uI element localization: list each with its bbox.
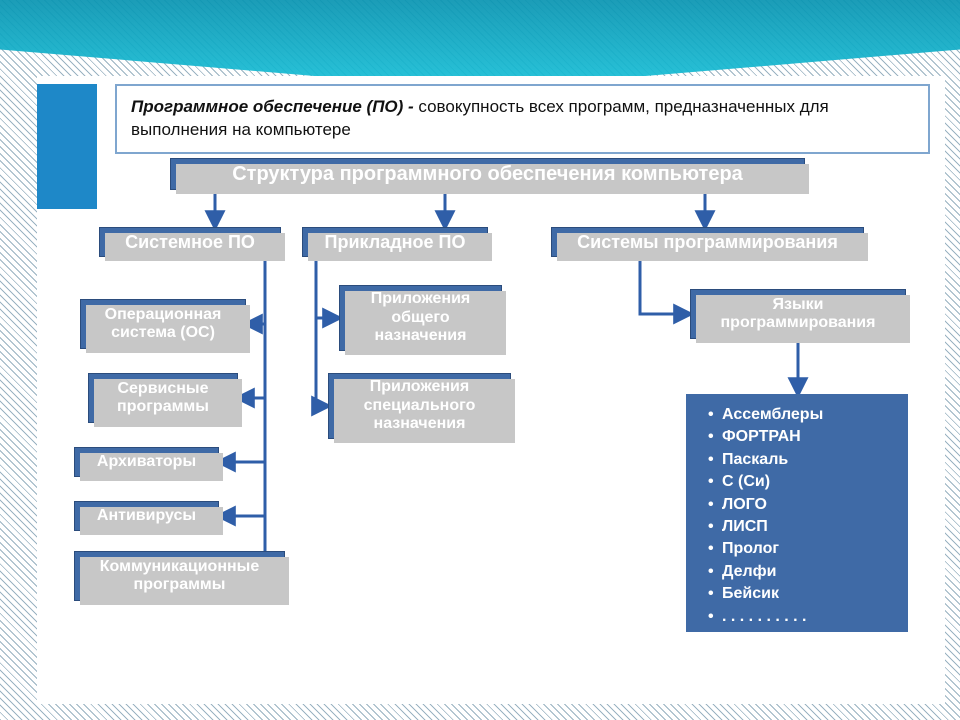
lang-list-item: . . . . . . . . . . — [708, 606, 898, 628]
node-av: Антивирусы — [74, 501, 219, 531]
lang-list-item: ФОРТРАН — [708, 426, 898, 448]
lang-list-item: Бейсик — [708, 583, 898, 605]
node-label: Сервисные программы — [117, 380, 209, 417]
definition-box: Программное обеспечение (ПО) - совокупно… — [115, 84, 930, 154]
node-gen: Приложения общего назначения — [339, 285, 502, 351]
node-label: Приложения специального назначения — [364, 378, 476, 433]
node-label: Коммуникационные программы — [100, 558, 259, 595]
node-label: Антивирусы — [97, 507, 196, 525]
lang-list-item: Пролог — [708, 538, 898, 560]
node-arch: Архиваторы — [74, 447, 219, 477]
lang-list-item: С (Си) — [708, 471, 898, 493]
lang-list: АссемблерыФОРТРАНПаскальС (Си)ЛОГОЛИСППр… — [708, 404, 898, 628]
lang-list-item: Ассемблеры — [708, 404, 898, 426]
node-app: Прикладное ПО — [302, 227, 488, 257]
node-label: Приложения общего назначения — [371, 290, 471, 345]
node-spec: Приложения специального назначения — [328, 373, 511, 439]
node-label: Системное ПО — [125, 232, 255, 253]
node-prog: Системы программирования — [551, 227, 864, 257]
node-label: Структура программного обеспечения компь… — [232, 163, 743, 186]
node-srv: Сервисные программы — [88, 373, 238, 423]
lang-list-box: АссемблерыФОРТРАНПаскальС (Си)ЛОГОЛИСППр… — [686, 394, 908, 632]
node-root: Структура программного обеспечения компь… — [170, 158, 805, 190]
left-accent — [37, 84, 97, 209]
node-lang: Языки программирования — [690, 289, 906, 339]
lang-list-item: Паскаль — [708, 449, 898, 471]
node-sys: Системное ПО — [99, 227, 281, 257]
diagram-stage: Программное обеспечение (ПО) - совокупно… — [0, 0, 960, 720]
node-comm: Коммуникационные программы — [74, 551, 285, 601]
node-label: Прикладное ПО — [325, 232, 466, 253]
definition-term: Программное обеспечение (ПО) - — [131, 97, 414, 116]
node-label: Архиваторы — [97, 453, 196, 471]
node-label: Системы программирования — [577, 232, 838, 253]
lang-list-item: ЛИСП — [708, 516, 898, 538]
node-label: Операционная система (ОС) — [105, 306, 222, 343]
node-os: Операционная система (ОС) — [80, 299, 246, 349]
lang-list-item: ЛОГО — [708, 494, 898, 516]
node-label: Языки программирования — [721, 296, 876, 333]
lang-list-item: Делфи — [708, 561, 898, 583]
